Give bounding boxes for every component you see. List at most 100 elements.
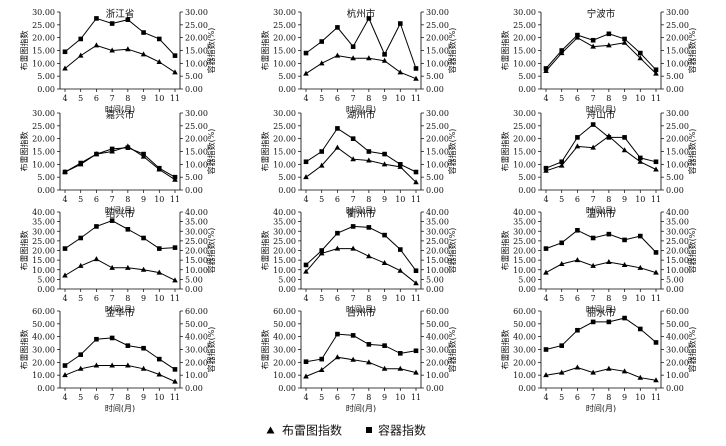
triangle-point [558,369,565,375]
y-tick-label-right: 5.00 [185,72,203,81]
y-tick-label-right: 30.00 [666,346,689,355]
triangle-point [318,60,325,66]
triangle-point [125,264,131,270]
triangle-point [156,371,163,377]
y-tick-label-right: 35.00 [426,218,449,227]
y-tick-label-left: 20.00 [273,34,296,43]
y-tick-label-left: 20.00 [273,135,296,144]
square-point [397,351,403,356]
square-point [382,52,387,57]
y-tick-label-left: 0.00 [37,285,55,294]
y-tick-label-left: 0.00 [518,186,536,195]
square-point [543,246,549,251]
y-tick-label-left: 5.00 [37,72,55,81]
y-tick-label-left: 5.00 [278,173,296,182]
y-tick-label-right: 10.00 [185,160,208,169]
triangle-point [413,369,419,375]
triangle-point [172,69,178,75]
triangle-point [62,272,68,278]
y-tick-label-left: 10.00 [32,266,55,275]
y-tick-label-left: 25.00 [273,122,296,131]
y-tick-label-right: 30.00 [666,109,689,118]
y-tick-label-right: 30.00 [185,346,208,355]
series-line [545,123,657,169]
x-tick-label: 5 [78,294,83,303]
y-tick-label-right: 15.00 [426,47,449,56]
square-point [382,151,387,157]
y-tick-label-left: 0.00 [278,85,296,94]
x-tick-label: 6 [94,294,99,303]
triangle-point [574,364,581,370]
x-tick-label: 4 [543,94,548,103]
triangle-point [366,253,372,259]
y-tick-label-left: 5.00 [37,275,55,284]
square-point [637,155,643,161]
y-tick-label-left: 0.00 [278,186,296,195]
y-tick-label-left: 10.00 [273,371,296,380]
y-tick-label-right: 10.00 [666,371,689,380]
x-tick-label: 9 [141,94,146,103]
x-tick-label: 10 [154,294,164,303]
triangle-point [413,75,419,81]
y-axis-label-left: 布雷图指数 [500,132,510,172]
square-point [94,151,99,157]
series-line [64,220,176,250]
y-axis-label-right: 容器指数(%) [447,327,457,373]
y-tick-label-right: 30.00 [185,109,208,118]
y-tick-label-left: 30.00 [273,8,296,17]
triangle-point [93,256,100,262]
square-point [94,16,99,21]
x-tick-label: 4 [303,393,308,402]
y-tick-label-right: 50.00 [185,320,208,329]
y-tick-label-left: 30.00 [513,109,536,118]
y-tick-label-left: 10.00 [513,160,536,169]
square-point [172,174,178,180]
x-tick-label: 6 [335,195,340,204]
y-tick-label-left: 20.00 [273,247,296,256]
panel-5: 0.00 0.00 5.00 5.00 10.00 10.00 15.00 15.00 20.0… [260,109,457,215]
triangle-point [543,372,549,378]
y-tick-label-left: 25.00 [513,122,536,131]
square-point [559,240,565,246]
x-tick-label: 6 [335,94,340,103]
square-point [156,165,162,171]
x-tick-label: 11 [651,195,661,204]
y-axis-label-right: 容器指数(%) [206,28,216,74]
y-axis-label-right: 容器指数(%) [447,228,457,274]
y-tick-label-right: 5.00 [426,275,444,284]
y-axis-label-right: 容器指数(%) [687,129,697,175]
triangle-point [590,43,596,49]
y-tick-label-left: 5.00 [37,173,55,182]
y-tick-label-left: 10.00 [32,59,55,68]
series-line [305,248,417,284]
x-axis-label: 时间(月) [105,403,135,413]
x-tick-label: 7 [351,195,356,204]
panel-title: 金华市 [106,307,135,319]
x-tick-label: 11 [411,294,421,303]
y-tick-label-right: 25.00 [426,21,449,30]
triangle-point [397,365,404,371]
x-tick-label: 4 [303,94,308,103]
x-tick-label: 5 [559,195,564,204]
triangle-point [574,143,581,149]
y-tick-label-left: 15.00 [273,256,296,265]
x-tick-label: 9 [382,195,387,204]
x-tick-label: 10 [154,195,164,204]
x-tick-label: 8 [366,195,371,204]
y-tick-label-right: 30.00 [666,227,689,236]
triangle-point [62,372,68,378]
y-tick-label-left: 20.00 [513,34,536,43]
y-tick-label-left: 20.00 [513,247,536,256]
square-point [590,122,596,127]
series-line [64,337,176,370]
x-tick-label: 9 [622,94,627,103]
y-tick-label-right: 20.00 [426,358,449,367]
triangle-point [109,264,115,270]
square-point [590,235,596,241]
triangle-point [621,39,628,45]
y-axis-label-left: 布雷图指数 [260,132,270,172]
square-point [653,159,659,165]
panel-title: 舟山市 [587,109,616,121]
y-tick-label-right: 10.00 [185,59,208,68]
y-tick-label-left: 20.00 [32,358,55,367]
